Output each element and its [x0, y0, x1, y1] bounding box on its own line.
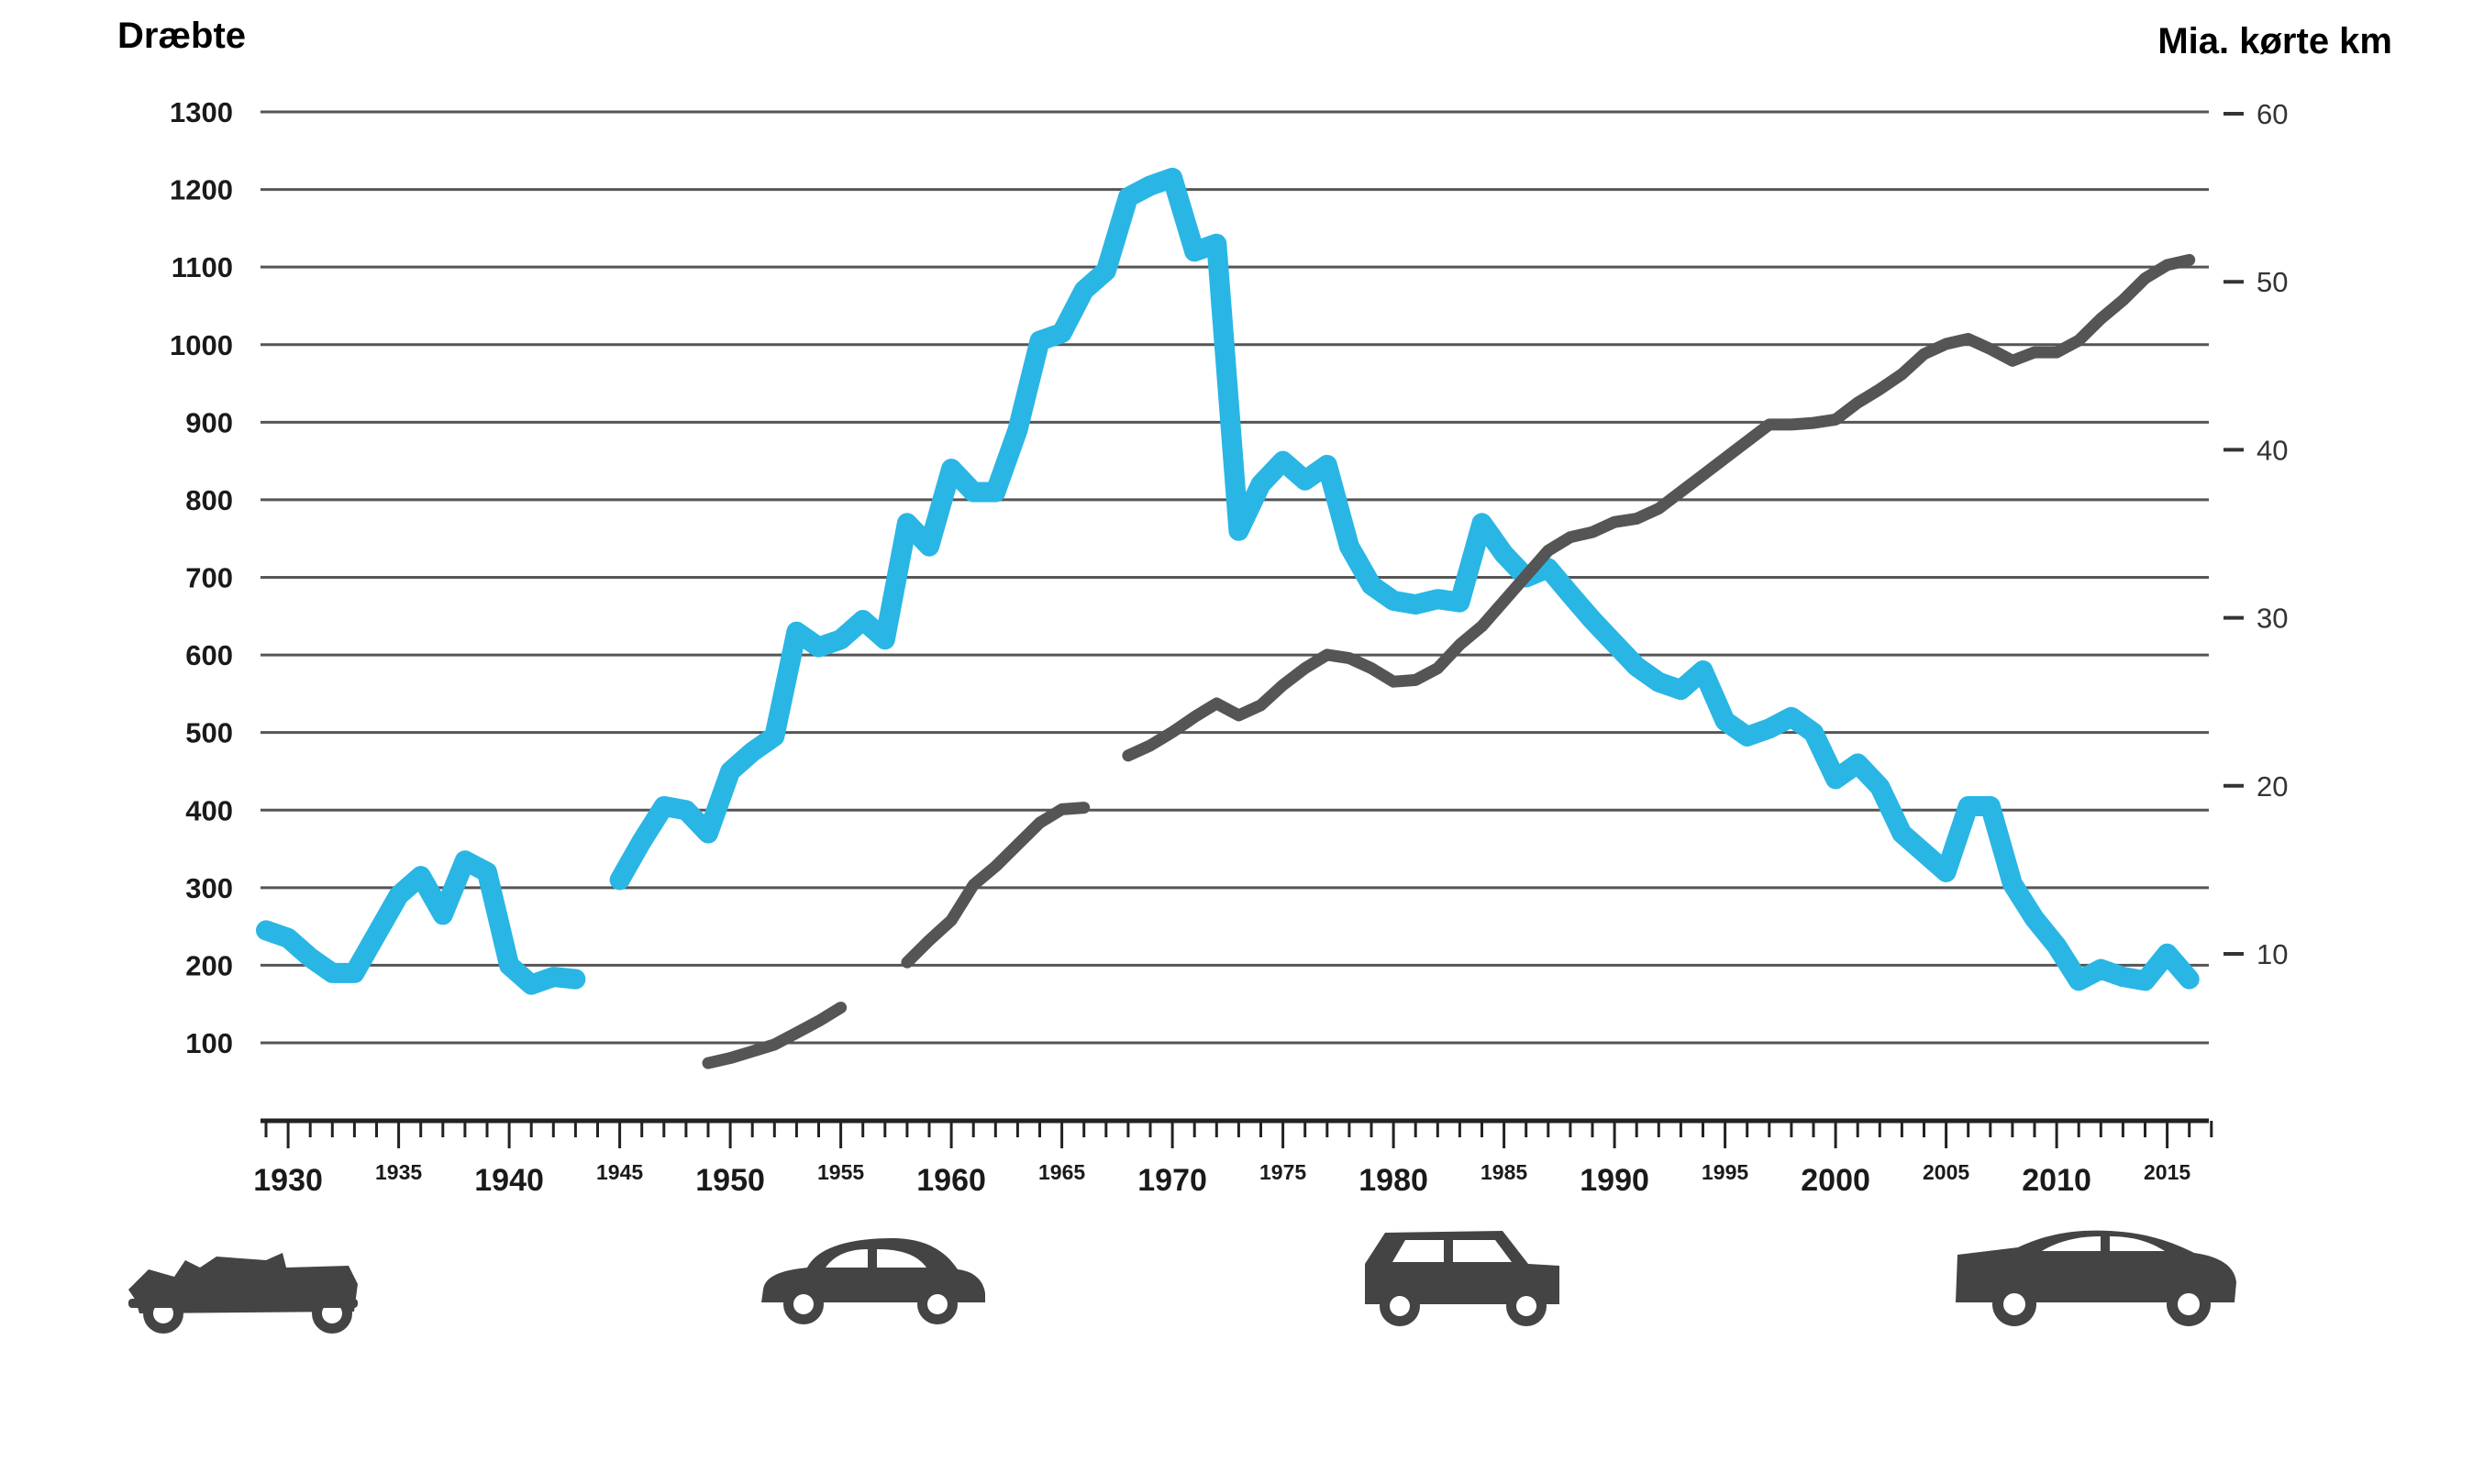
right-axis-ticks: 10 20 30 40 50 60	[2223, 98, 2288, 970]
x-tick-label-major: 1970	[1137, 1163, 1207, 1198]
hatchback-car-icon	[1365, 1231, 1559, 1326]
vintage-car-icon	[128, 1253, 358, 1334]
x-tick-label-minor: 1955	[817, 1160, 864, 1184]
x-tick-label-major: 1960	[916, 1163, 986, 1198]
beetle-car-icon	[761, 1238, 985, 1324]
left-tick-label: 200	[185, 949, 233, 981]
x-tick-label-major: 1980	[1358, 1163, 1428, 1198]
killed-series-line	[609, 167, 2200, 991]
left-tick-label: 400	[185, 794, 233, 826]
x-tick-label-minor: 1935	[375, 1160, 422, 1184]
left-axis-title: Dræbte	[117, 16, 246, 56]
x-tick-label-major: 1950	[695, 1163, 765, 1198]
left-tick-label: 600	[185, 639, 233, 671]
left-tick-label: 100	[185, 1027, 233, 1059]
left-tick-label: 900	[185, 406, 233, 438]
right-tick-label: 40	[2257, 434, 2288, 466]
left-tick-label: 700	[185, 562, 233, 594]
x-tick-label-major: 2000	[1801, 1163, 1870, 1198]
x-tick-label-minor: 1945	[596, 1160, 643, 1184]
sedan-car-icon	[1956, 1230, 2236, 1326]
right-tick-label: 50	[2257, 266, 2288, 298]
km-series-line	[901, 802, 1091, 969]
left-axis-ticks: 100 200 300 400 500 600 700 800 900 1000 1100 1200 1…	[170, 96, 233, 1059]
series-group	[256, 167, 2200, 1069]
x-tick-label-minor: 1995	[1702, 1160, 1748, 1184]
left-tick-label: 1100	[172, 251, 233, 283]
x-axis: 1930 1940 1950 1960 1970 1980 1990 2000 2010 1935…	[253, 1118, 2213, 1198]
x-tick-label-minor: 1965	[1038, 1160, 1085, 1184]
right-tick-label: 10	[2257, 938, 2288, 970]
x-tick-label-major: 1940	[474, 1163, 544, 1198]
km-series-line	[1122, 253, 2196, 762]
left-tick-label: 500	[185, 717, 233, 749]
left-tick-label: 1200	[170, 174, 233, 206]
km-series-line	[702, 1002, 848, 1069]
right-tick-label: 30	[2257, 603, 2288, 635]
killed-series-line	[256, 850, 586, 995]
grid-lines	[261, 110, 2209, 1045]
x-tick-label-major: 1930	[253, 1163, 323, 1198]
right-tick-label: 60	[2257, 98, 2288, 130]
right-axis-title: Mia. kørte km	[2157, 21, 2392, 61]
x-tick-label-major: 2010	[2022, 1163, 2091, 1198]
left-tick-label: 1300	[170, 96, 233, 128]
right-tick-label: 20	[2257, 770, 2288, 803]
x-tick-label-minor: 2015	[2144, 1160, 2190, 1184]
x-tick-label-major: 1990	[1580, 1163, 1649, 1198]
x-tick-label-minor: 2005	[1923, 1160, 1969, 1184]
left-tick-label: 1000	[170, 329, 233, 361]
x-tick-label-minor: 1975	[1259, 1160, 1306, 1184]
left-tick-label: 800	[185, 484, 233, 516]
left-tick-label: 300	[185, 872, 233, 904]
x-tick-label-minor: 1985	[1480, 1160, 1527, 1184]
